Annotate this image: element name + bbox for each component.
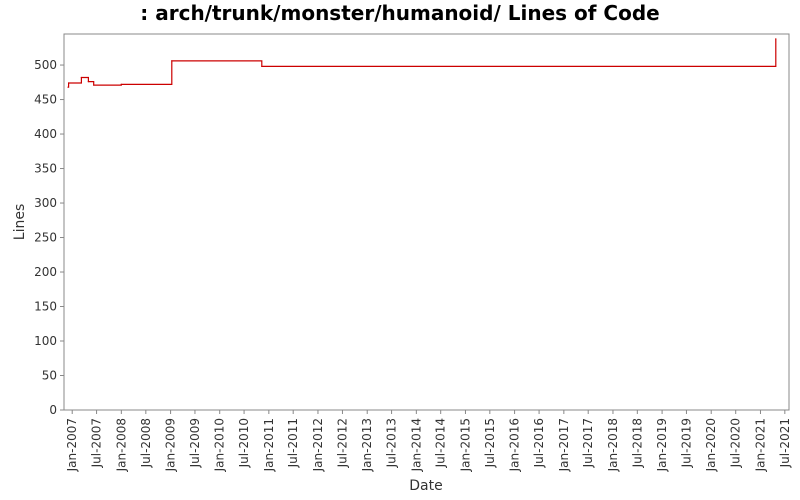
x-tick-label: Jan-2021: [753, 418, 767, 472]
y-tick-label: 100: [34, 334, 57, 348]
y-tick-label: 350: [34, 162, 57, 176]
x-tick-label: Jan-2018: [606, 418, 620, 472]
data-point: [67, 82, 70, 84]
x-tick-label: Jul-2015: [483, 418, 497, 468]
x-tick-label: Jul-2021: [778, 418, 792, 468]
y-tick-label: 250: [34, 231, 57, 245]
x-tick-label: Jul-2018: [630, 418, 644, 468]
x-tick-label: Jan-2020: [704, 418, 718, 472]
series-layer: [67, 38, 777, 88]
plot-area: [63, 33, 790, 411]
x-tick-label: Jan-2010: [213, 418, 227, 472]
y-tick-label: 450: [34, 93, 57, 107]
y-tick-label: 0: [49, 403, 57, 417]
x-tick-label: Jan-2007: [65, 418, 79, 472]
x-tick-label: Jan-2017: [557, 418, 571, 472]
data-point: [67, 86, 69, 88]
chart-title: : arch/trunk/monster/humanoid/ Lines of …: [140, 1, 659, 25]
x-tick-label: Jan-2019: [655, 418, 669, 472]
x-tick-label: Jul-2013: [385, 418, 399, 468]
x-tick-label: Jul-2012: [335, 418, 349, 468]
x-tick-label: Jan-2013: [360, 418, 374, 472]
y-tick-label: 500: [34, 58, 57, 72]
x-tick-label: Jul-2010: [237, 418, 251, 468]
x-tick-label: Jan-2009: [164, 418, 178, 472]
y-tick-label: 150: [34, 300, 57, 314]
x-tick-label: Jan-2008: [114, 418, 128, 472]
y-tick-label: 400: [34, 127, 57, 141]
x-tick-label: Jan-2015: [458, 418, 472, 472]
x-tick-label: Jan-2014: [409, 418, 423, 472]
y-tick-label: 200: [34, 265, 57, 279]
data-point: [775, 38, 777, 40]
y-tick-label: 50: [42, 369, 57, 383]
data-point: [93, 84, 95, 86]
x-tick-label: Jul-2008: [139, 418, 153, 468]
data-point: [80, 76, 82, 79]
y-axis: 0 50 100 150 200 250 300 350 400 450 500: [34, 58, 64, 417]
data-point: [171, 60, 173, 62]
x-tick-label: Jan-2011: [262, 418, 276, 472]
x-tick-label: Jul-2009: [188, 418, 202, 468]
x-axis-label: Date: [409, 478, 442, 494]
x-tick-label: Jul-2019: [679, 418, 693, 468]
x-tick-label: Jul-2017: [581, 418, 595, 468]
x-tick-label: Jul-2014: [434, 418, 448, 468]
x-tick-label: Jan-2016: [508, 418, 522, 472]
data-point: [120, 83, 122, 85]
data-point: [87, 81, 89, 83]
x-tick-label: Jul-2020: [729, 418, 743, 468]
x-tick-label: Jul-2011: [286, 418, 300, 468]
data-point: [261, 65, 263, 68]
y-axis-label: Lines: [12, 204, 28, 240]
x-tick-label: Jul-2007: [90, 418, 104, 468]
x-tick-label: Jul-2016: [532, 418, 546, 468]
x-axis: Jan-2007 Jul-2007 Jan-2008 Jul-2008 Jan-2009…: [65, 410, 792, 472]
y-tick-label: 300: [34, 196, 57, 210]
x-tick-label: Jan-2012: [311, 418, 325, 472]
